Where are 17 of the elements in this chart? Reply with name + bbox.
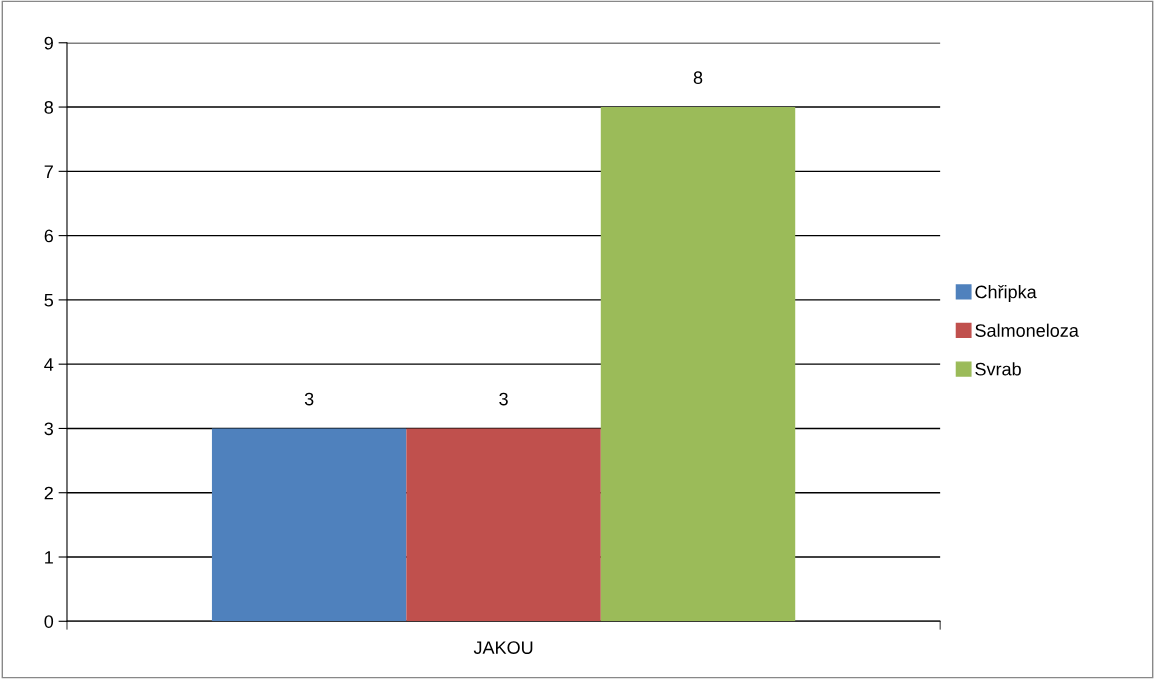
legend-label: Svrab [975,362,1021,376]
y-tick-label: 7 [44,165,53,178]
y-tick-label: 4 [44,358,54,371]
y-tick-label: 0 [44,615,54,629]
legend-label: Chřipka [975,285,1037,302]
legend-label: Salmoneloza [975,323,1079,337]
y-tick-label: 3 [44,422,53,436]
x-tick-label: JAKOU [473,641,533,654]
y-tick-label: 9 [44,36,53,50]
y-tick-label: 5 [44,294,54,307]
data-label: 8 [693,71,703,85]
y-tick-label: 1 [45,551,53,564]
data-label: 3 [304,392,314,406]
y-tick-label: 2 [44,486,53,500]
y-tick-label: 8 [44,100,54,114]
data-label: 3 [499,392,508,406]
y-tick-label: 6 [44,229,53,243]
